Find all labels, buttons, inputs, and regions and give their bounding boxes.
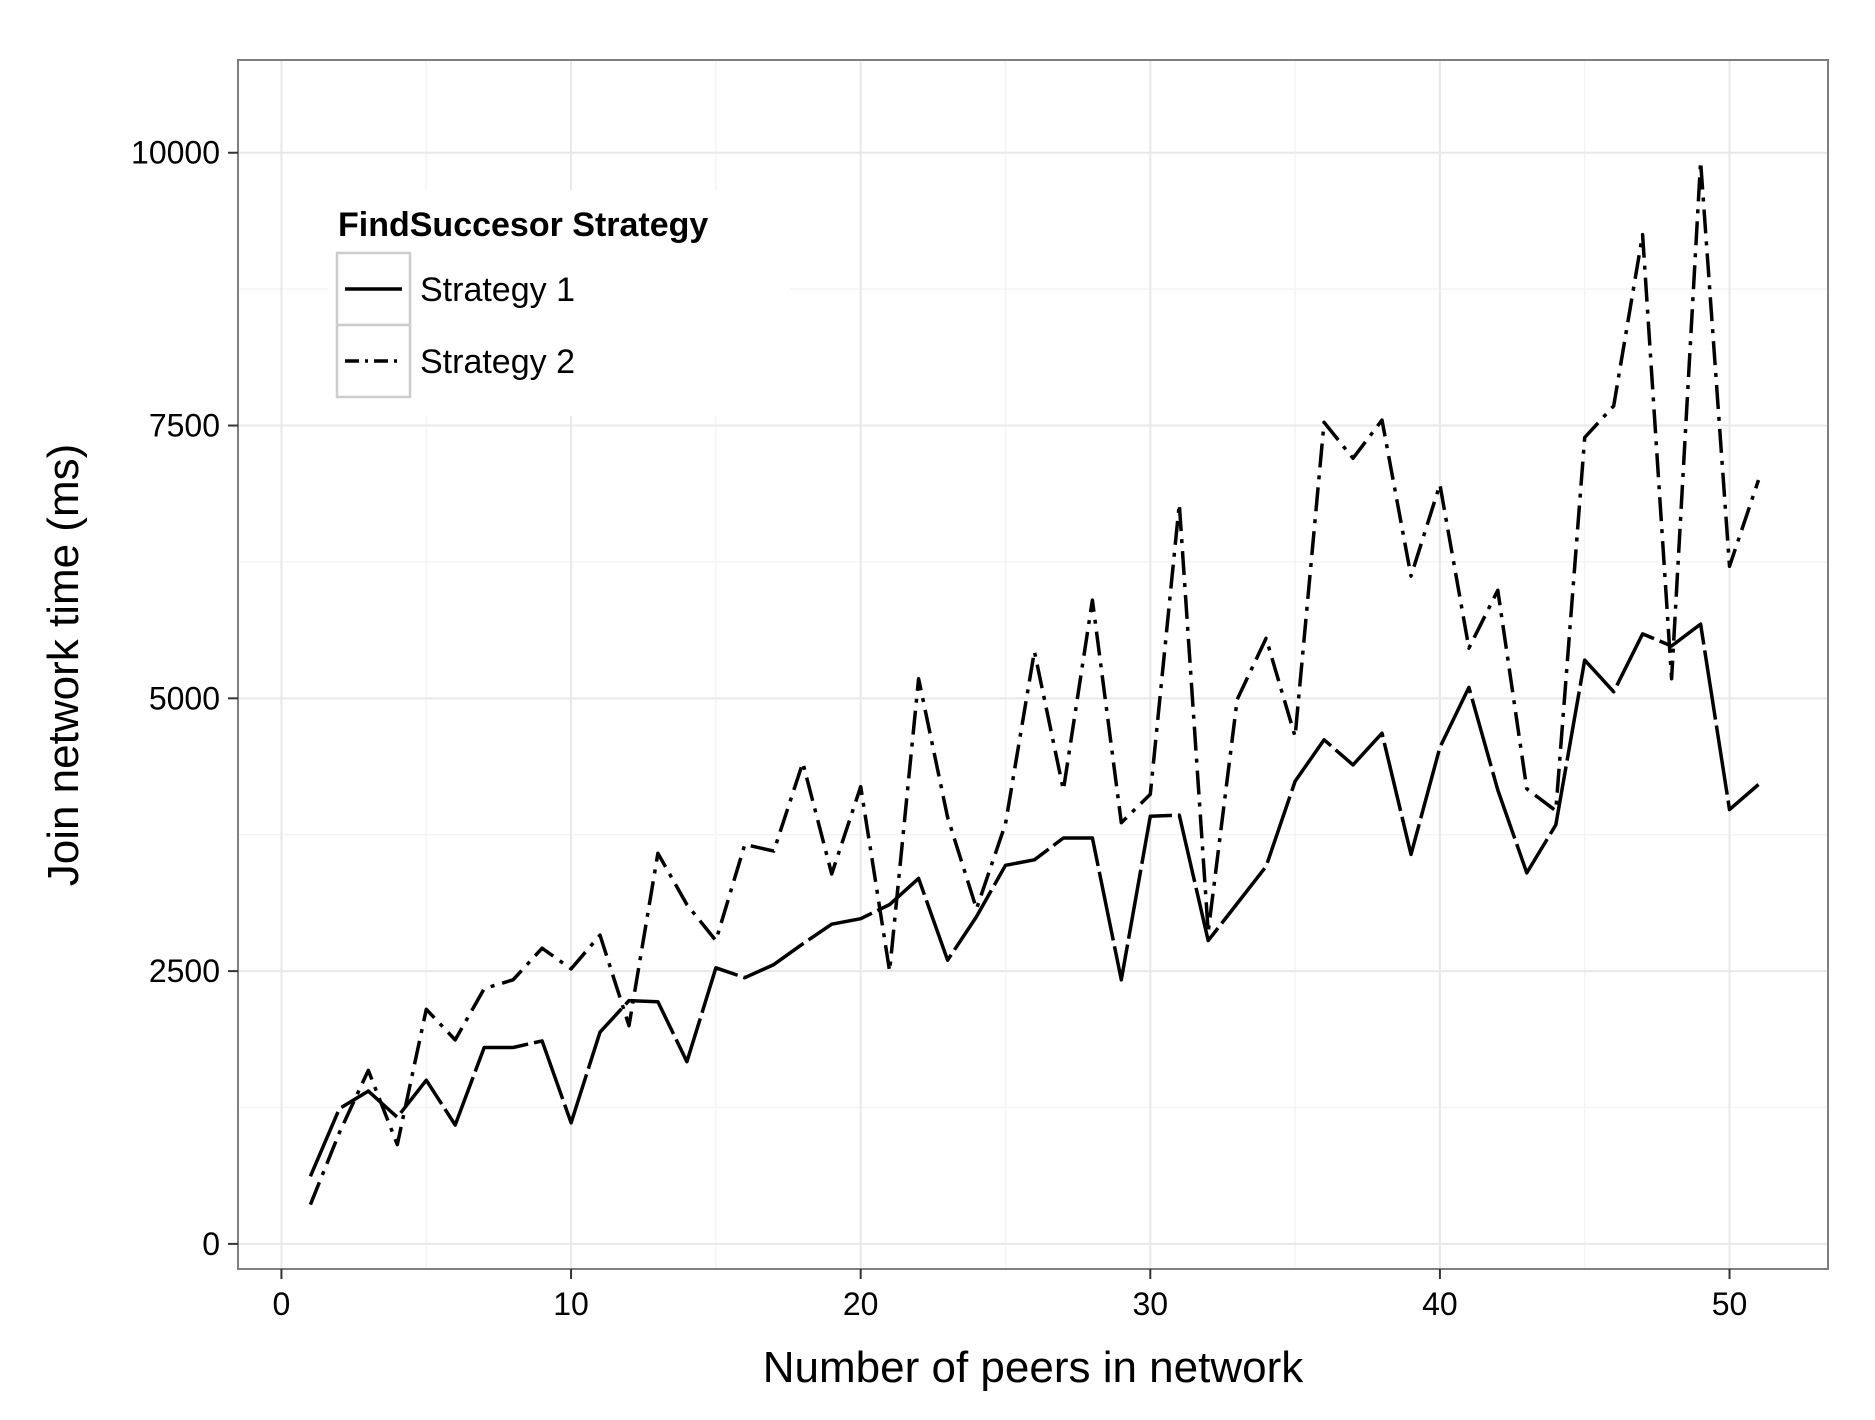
- x-tick-label: 40: [1422, 1286, 1458, 1322]
- y-axis-title: Join network time (ms): [39, 444, 88, 887]
- y-tick-label: 7500: [149, 408, 220, 444]
- legend-label-strategy-2: Strategy 2: [420, 343, 575, 381]
- legend: FindSuccesor Strategy Strategy 1 Strateg…: [328, 190, 790, 416]
- series-lines: [308, 159, 1761, 1206]
- y-tick-label: 0: [202, 1226, 220, 1262]
- y-tick-label: 5000: [149, 680, 220, 716]
- x-axis-title: Number of peers in network: [763, 1343, 1304, 1392]
- x-tick-label: 20: [843, 1286, 879, 1322]
- y-tick-label: 2500: [149, 953, 220, 989]
- series-line-strategy-1: [308, 622, 1760, 1177]
- x-tick-label: 50: [1712, 1286, 1748, 1322]
- x-tick-label: 10: [553, 1286, 589, 1322]
- x-tick-label: 0: [273, 1286, 291, 1322]
- plot-border: [237, 59, 1829, 1270]
- x-tick-label: 30: [1132, 1286, 1168, 1322]
- axis-ticks: 0 10 20 30 40 50 0 2500 5000 7500 10000: [131, 135, 1747, 1322]
- legend-title: FindSuccesor Strategy: [338, 206, 708, 244]
- y-tick-label: 10000: [131, 135, 220, 171]
- series-line-strategy-2: [308, 159, 1761, 1206]
- legend-label-strategy-1: Strategy 1: [420, 271, 575, 309]
